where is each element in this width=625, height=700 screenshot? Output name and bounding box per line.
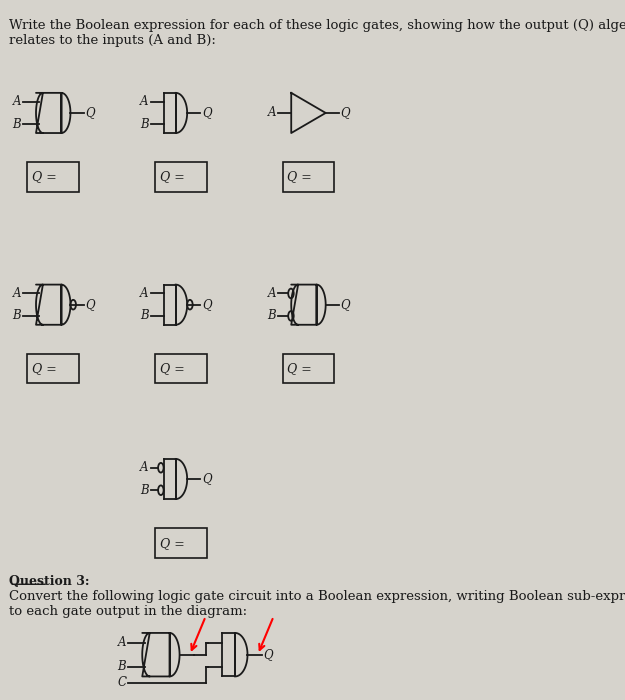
Text: A: A <box>268 287 276 300</box>
Text: Q: Q <box>341 298 351 312</box>
Text: A: A <box>12 95 21 108</box>
FancyBboxPatch shape <box>28 354 79 384</box>
Text: Q =: Q = <box>288 171 312 183</box>
FancyBboxPatch shape <box>28 162 79 192</box>
Text: Question 3:: Question 3: <box>9 575 90 587</box>
Text: Q =: Q = <box>160 171 184 183</box>
Text: A: A <box>140 461 149 474</box>
Text: Q =: Q = <box>288 363 312 375</box>
Text: A: A <box>140 95 149 108</box>
FancyBboxPatch shape <box>282 162 334 192</box>
FancyBboxPatch shape <box>155 162 207 192</box>
Text: Q =: Q = <box>160 537 184 550</box>
Text: Q: Q <box>202 473 212 486</box>
Text: Convert the following logic gate circuit into a Boolean expression, writing Bool: Convert the following logic gate circuit… <box>9 590 625 618</box>
Text: Write the Boolean expression for each of these logic gates, showing how the outp: Write the Boolean expression for each of… <box>9 19 625 47</box>
Text: B: B <box>140 484 149 497</box>
Text: Q =: Q = <box>160 363 184 375</box>
Text: A: A <box>140 287 149 300</box>
FancyBboxPatch shape <box>282 354 334 384</box>
Text: Q: Q <box>86 298 95 312</box>
Text: Q =: Q = <box>32 171 57 183</box>
Text: Q: Q <box>86 106 95 120</box>
Text: B: B <box>118 660 126 673</box>
Text: A: A <box>118 636 126 649</box>
Text: Q =: Q = <box>32 363 57 375</box>
FancyBboxPatch shape <box>155 354 207 384</box>
Text: B: B <box>268 309 276 323</box>
Text: A: A <box>12 287 21 300</box>
Text: B: B <box>140 309 149 323</box>
Text: Q: Q <box>202 106 212 120</box>
Text: B: B <box>140 118 149 131</box>
Text: Q: Q <box>341 106 351 120</box>
Text: Q: Q <box>202 298 212 312</box>
Text: C: C <box>117 676 126 690</box>
FancyBboxPatch shape <box>155 528 207 558</box>
Text: B: B <box>12 309 21 323</box>
Text: B: B <box>12 118 21 131</box>
Text: A: A <box>268 106 276 120</box>
Text: Q: Q <box>264 648 273 662</box>
